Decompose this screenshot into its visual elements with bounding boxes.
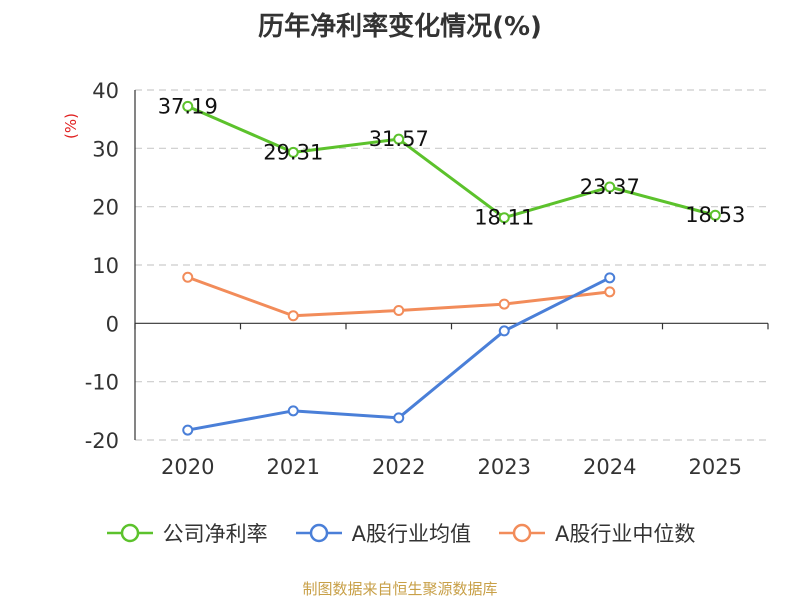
x-tick-label: 2024	[583, 455, 636, 479]
data-label: 29.31	[263, 140, 323, 164]
data-label: 18.53	[685, 203, 745, 227]
axes: 40 30 20 10 0 -10 -20 2020 2021 2022 2023 2024 2025 (…	[62, 79, 769, 479]
source-note: 制图数据来自恒生聚源数据库	[302, 580, 498, 598]
data-point	[182, 100, 194, 112]
data-label: 31.57	[369, 127, 429, 151]
y-tick-label: -20	[85, 429, 119, 453]
data-point	[182, 424, 194, 436]
y-tick-label: 10	[92, 254, 119, 278]
data-label: 18.11	[474, 206, 534, 230]
data-point	[393, 305, 405, 316]
legend-item-industry-median[interactable]: A股行业中位数	[497, 518, 695, 548]
data-point	[287, 146, 299, 158]
legend: 公司净利率 A股行业均值 A股行业中位数	[0, 518, 800, 548]
x-tick-label: 2022	[372, 455, 425, 479]
data-point	[498, 298, 510, 310]
data-point	[604, 272, 616, 284]
legend-label-industry-average: A股行业均值	[351, 522, 471, 546]
legend-label-industry-median: A股行业中位数	[555, 522, 696, 546]
data-point	[604, 286, 616, 298]
data-point	[709, 209, 721, 221]
y-tick-label: 30	[92, 137, 119, 161]
y-axis-label: (%)	[62, 113, 80, 139]
x-tick-label: 2020	[161, 455, 214, 479]
data-label: 23.37	[580, 175, 640, 199]
legend-label-company: 公司净利率	[162, 522, 268, 546]
x-tick-label: 2021	[267, 455, 320, 479]
y-tick-label: -10	[85, 371, 119, 395]
series-lines	[182, 100, 721, 436]
data-point	[393, 412, 405, 424]
y-tick-label: 20	[92, 196, 119, 220]
data-point	[498, 325, 510, 337]
data-point	[182, 271, 194, 283]
data-point	[287, 405, 299, 417]
y-tick-label: 40	[92, 79, 119, 103]
data-point	[604, 181, 616, 193]
legend-marker-green-icon	[106, 523, 153, 543]
x-tick-label: 2023	[478, 455, 531, 479]
legend-marker-blue-icon	[295, 523, 342, 543]
x-tick-label: 2025	[689, 455, 742, 479]
legend-marker-orange-icon	[499, 523, 545, 543]
legend-item-company[interactable]: 公司净利率	[105, 518, 268, 548]
data-point	[287, 310, 299, 322]
chart-title: 历年净利率变化情况(%)	[258, 12, 542, 42]
data-point	[498, 212, 510, 224]
legend-item-industry-average[interactable]: A股行业均值	[294, 518, 471, 548]
grid-lines	[135, 89, 768, 441]
data-labels: 37.19 29.31 31.57 18.11 23.37 18.53	[158, 94, 746, 229]
data-point	[393, 133, 405, 145]
series-line	[187, 105, 716, 220]
y-tick-label: 0	[106, 312, 119, 336]
data-label: 37.19	[158, 94, 218, 118]
